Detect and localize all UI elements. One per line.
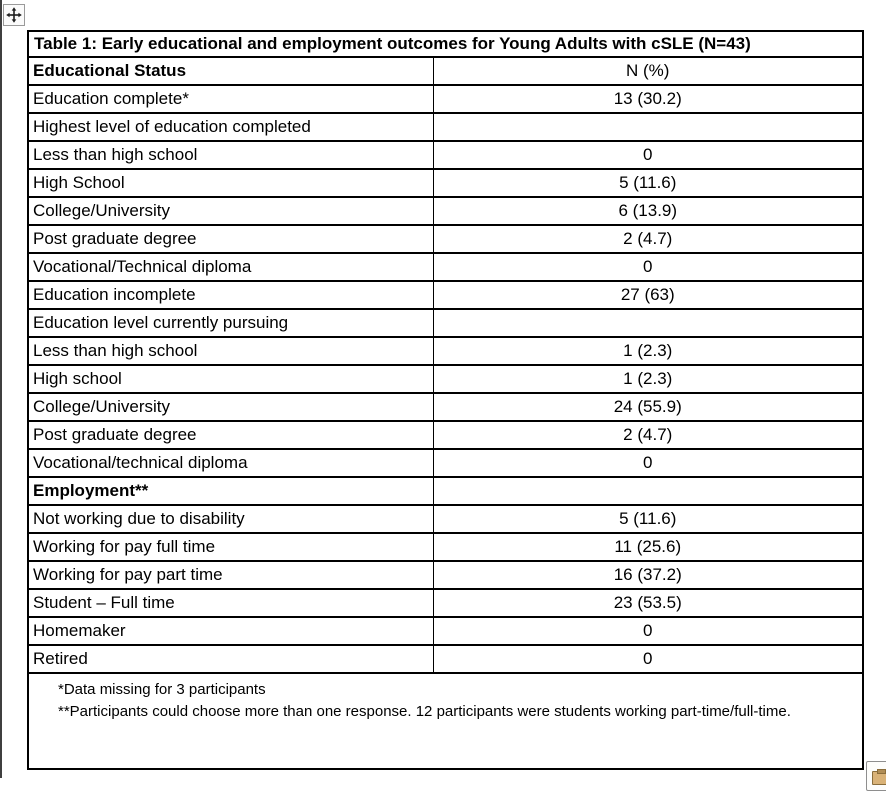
- table-move-handle[interactable]: [3, 4, 25, 26]
- row-label[interactable]: Post graduate degree: [27, 224, 434, 254]
- table-row: Working for pay full time 11 (25.6): [27, 532, 864, 562]
- row-value[interactable]: 24 (55.9): [432, 392, 864, 422]
- row-label[interactable]: Less than high school: [27, 336, 434, 366]
- table-row: Post graduate degree 2 (4.7): [27, 224, 864, 254]
- row-value[interactable]: 0: [432, 616, 864, 646]
- footnote-2: **Participants could choose more than on…: [58, 703, 791, 720]
- row-label[interactable]: Not working due to disability: [27, 504, 434, 534]
- row-value[interactable]: 0: [432, 448, 864, 478]
- table-row: High school 1 (2.3): [27, 364, 864, 394]
- paste-options-button[interactable]: [866, 761, 886, 791]
- educational-status-header[interactable]: Educational Status: [27, 56, 434, 86]
- row-value[interactable]: 16 (37.2): [432, 560, 864, 590]
- row-value[interactable]: 0: [432, 644, 864, 674]
- row-label[interactable]: Highest level of education completed: [27, 112, 434, 142]
- row-label[interactable]: Post graduate degree: [27, 420, 434, 450]
- row-value[interactable]: 5 (11.6): [432, 168, 864, 198]
- table-row: Education level currently pursuing: [27, 308, 864, 338]
- row-label[interactable]: Working for pay full time: [27, 532, 434, 562]
- row-label[interactable]: College/University: [27, 196, 434, 226]
- document-table: Table 1: Early educational and employmen…: [27, 30, 864, 770]
- table-row: College/University 24 (55.9): [27, 392, 864, 422]
- table-row: Education complete* 13 (30.2): [27, 84, 864, 114]
- table-row: Vocational/Technical diploma 0: [27, 252, 864, 282]
- table-title-row: Table 1: Early educational and employmen…: [27, 30, 864, 58]
- row-value[interactable]: 2 (4.7): [432, 420, 864, 450]
- row-value[interactable]: 6 (13.9): [432, 196, 864, 226]
- table-row: Less than high school 0: [27, 140, 864, 170]
- table-row: Employment**: [27, 476, 864, 506]
- row-label[interactable]: Education level currently pursuing: [27, 308, 434, 338]
- page-edge-line: [0, 0, 2, 778]
- table-row: Post graduate degree 2 (4.7): [27, 420, 864, 450]
- row-value[interactable]: [432, 308, 864, 338]
- row-value[interactable]: 13 (30.2): [432, 84, 864, 114]
- table-row: College/University 6 (13.9): [27, 196, 864, 226]
- row-label[interactable]: Homemaker: [27, 616, 434, 646]
- table-row: Student – Full time 23 (53.5): [27, 588, 864, 618]
- n-percent-header[interactable]: N (%): [432, 56, 864, 86]
- row-label[interactable]: College/University: [27, 392, 434, 422]
- row-label[interactable]: Education incomplete: [27, 280, 434, 310]
- table-row: High School 5 (11.6): [27, 168, 864, 198]
- row-label[interactable]: High School: [27, 168, 434, 198]
- table-row: Not working due to disability 5 (11.6): [27, 504, 864, 534]
- row-value[interactable]: 27 (63): [432, 280, 864, 310]
- row-value[interactable]: 1 (2.3): [432, 336, 864, 366]
- row-value[interactable]: 1 (2.3): [432, 364, 864, 394]
- row-value[interactable]: [432, 476, 864, 506]
- table-row: Homemaker 0: [27, 616, 864, 646]
- footnotes-row: *Data missing for 3 participants **Parti…: [27, 672, 864, 770]
- row-value[interactable]: 0: [432, 140, 864, 170]
- row-label[interactable]: Student – Full time: [27, 588, 434, 618]
- footnotes-cell[interactable]: *Data missing for 3 participants **Parti…: [27, 672, 864, 770]
- table-title[interactable]: Table 1: Early educational and employmen…: [27, 30, 864, 58]
- row-label[interactable]: Vocational/technical diploma: [27, 448, 434, 478]
- row-value[interactable]: 0: [432, 252, 864, 282]
- move-icon: [6, 7, 22, 23]
- table-row: Less than high school 1 (2.3): [27, 336, 864, 366]
- row-value[interactable]: 11 (25.6): [432, 532, 864, 562]
- table-row: Highest level of education completed: [27, 112, 864, 142]
- column-header-row: Educational Status N (%): [27, 56, 864, 86]
- table-row: Vocational/technical diploma 0: [27, 448, 864, 478]
- table-row: Working for pay part time 16 (37.2): [27, 560, 864, 590]
- row-label[interactable]: Education complete*: [27, 84, 434, 114]
- footnote-1: *Data missing for 3 participants: [58, 681, 266, 698]
- table-row: Retired 0: [27, 644, 864, 674]
- row-value[interactable]: 5 (11.6): [432, 504, 864, 534]
- table-row: Education incomplete 27 (63): [27, 280, 864, 310]
- row-label[interactable]: Vocational/Technical diploma: [27, 252, 434, 282]
- row-label[interactable]: Employment**: [27, 476, 434, 506]
- clipboard-icon: [872, 769, 886, 785]
- row-label[interactable]: High school: [27, 364, 434, 394]
- row-label[interactable]: Working for pay part time: [27, 560, 434, 590]
- row-label[interactable]: Less than high school: [27, 140, 434, 170]
- row-label[interactable]: Retired: [27, 644, 434, 674]
- row-value[interactable]: [432, 112, 864, 142]
- row-value[interactable]: 2 (4.7): [432, 224, 864, 254]
- row-value[interactable]: 23 (53.5): [432, 588, 864, 618]
